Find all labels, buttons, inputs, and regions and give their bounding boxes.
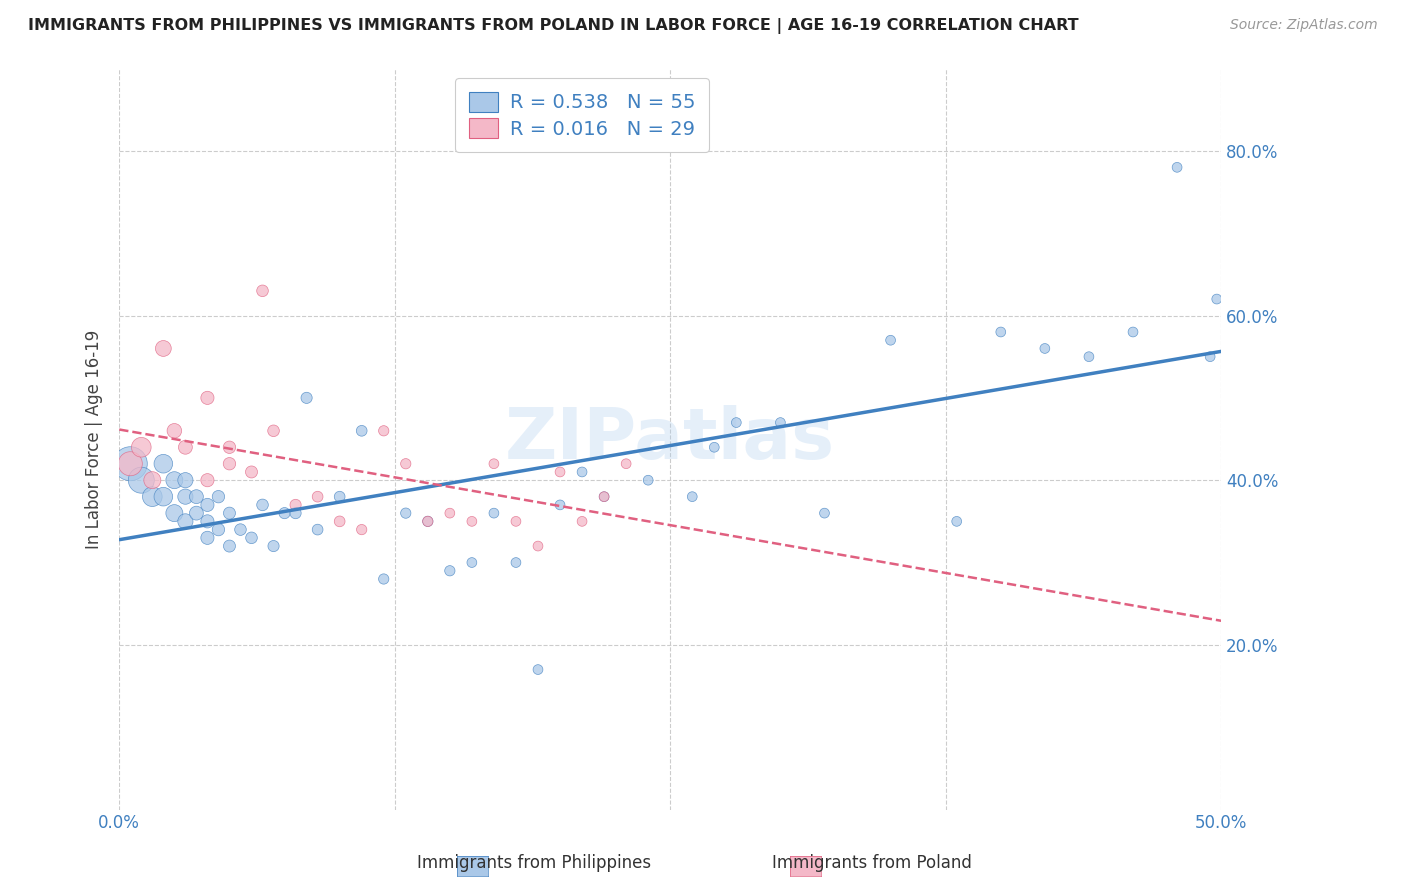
Point xyxy=(703,440,725,454)
Point xyxy=(461,514,484,528)
Point xyxy=(174,473,197,487)
Point xyxy=(284,506,307,520)
Point xyxy=(1205,292,1227,306)
Point xyxy=(1033,342,1056,356)
Point xyxy=(373,424,395,438)
Point xyxy=(207,490,229,504)
Point xyxy=(131,473,153,487)
Point xyxy=(197,531,219,545)
Point xyxy=(141,490,163,504)
Point xyxy=(990,325,1012,339)
Text: Immigrants from Philippines: Immigrants from Philippines xyxy=(418,855,651,872)
Y-axis label: In Labor Force | Age 16-19: In Labor Force | Age 16-19 xyxy=(86,329,103,549)
Point xyxy=(813,506,835,520)
Text: Immigrants from Poland: Immigrants from Poland xyxy=(772,855,972,872)
Point xyxy=(373,572,395,586)
Point xyxy=(681,490,703,504)
Point xyxy=(152,490,174,504)
Point xyxy=(769,416,792,430)
Point xyxy=(218,457,240,471)
Point xyxy=(284,498,307,512)
Point xyxy=(395,457,418,471)
Point xyxy=(197,473,219,487)
Point xyxy=(350,523,373,537)
Text: Source: ZipAtlas.com: Source: ZipAtlas.com xyxy=(1230,18,1378,32)
Point xyxy=(295,391,318,405)
Legend: R = 0.538   N = 55, R = 0.016   N = 29: R = 0.538 N = 55, R = 0.016 N = 29 xyxy=(456,78,709,153)
Point xyxy=(571,514,593,528)
Point xyxy=(725,416,748,430)
Point xyxy=(252,284,274,298)
Point xyxy=(229,523,252,537)
Point xyxy=(252,498,274,512)
Point xyxy=(240,465,263,479)
Point xyxy=(174,514,197,528)
Point xyxy=(461,556,484,570)
Text: IMMIGRANTS FROM PHILIPPINES VS IMMIGRANTS FROM POLAND IN LABOR FORCE | AGE 16-19: IMMIGRANTS FROM PHILIPPINES VS IMMIGRANT… xyxy=(28,18,1078,34)
Point xyxy=(527,539,550,553)
Point xyxy=(329,490,352,504)
Point xyxy=(395,506,418,520)
Point xyxy=(218,506,240,520)
Point xyxy=(548,498,571,512)
Point xyxy=(273,506,295,520)
Point xyxy=(120,457,142,471)
Point xyxy=(548,465,571,479)
Point xyxy=(505,556,527,570)
Point xyxy=(439,506,461,520)
Point xyxy=(174,490,197,504)
Point xyxy=(482,457,505,471)
Point xyxy=(416,514,439,528)
Point xyxy=(1077,350,1099,364)
Point xyxy=(163,424,186,438)
Point xyxy=(593,490,616,504)
Point xyxy=(131,440,153,454)
Point xyxy=(163,506,186,520)
Point xyxy=(197,514,219,528)
Point xyxy=(307,523,329,537)
Point xyxy=(482,506,505,520)
Point xyxy=(174,440,197,454)
Point xyxy=(120,457,142,471)
Point xyxy=(218,539,240,553)
Point xyxy=(207,523,229,537)
Point xyxy=(329,514,352,528)
Point xyxy=(439,564,461,578)
Point xyxy=(186,490,208,504)
Text: ZIPatlas: ZIPatlas xyxy=(505,405,835,474)
Point xyxy=(571,465,593,479)
Point xyxy=(350,424,373,438)
Point xyxy=(1199,350,1222,364)
Point xyxy=(152,457,174,471)
Point xyxy=(1122,325,1144,339)
Point xyxy=(1166,161,1188,175)
Point xyxy=(614,457,637,471)
Point xyxy=(637,473,659,487)
Point xyxy=(416,514,439,528)
Point xyxy=(141,473,163,487)
Point xyxy=(263,424,285,438)
Point xyxy=(307,490,329,504)
Point xyxy=(152,342,174,356)
Point xyxy=(197,498,219,512)
Point xyxy=(218,440,240,454)
Point xyxy=(240,531,263,545)
Point xyxy=(505,514,527,528)
Point xyxy=(593,490,616,504)
Point xyxy=(527,663,550,677)
Point xyxy=(879,333,901,347)
Point xyxy=(197,391,219,405)
Point xyxy=(186,506,208,520)
Point xyxy=(263,539,285,553)
Point xyxy=(945,514,967,528)
Point xyxy=(163,473,186,487)
